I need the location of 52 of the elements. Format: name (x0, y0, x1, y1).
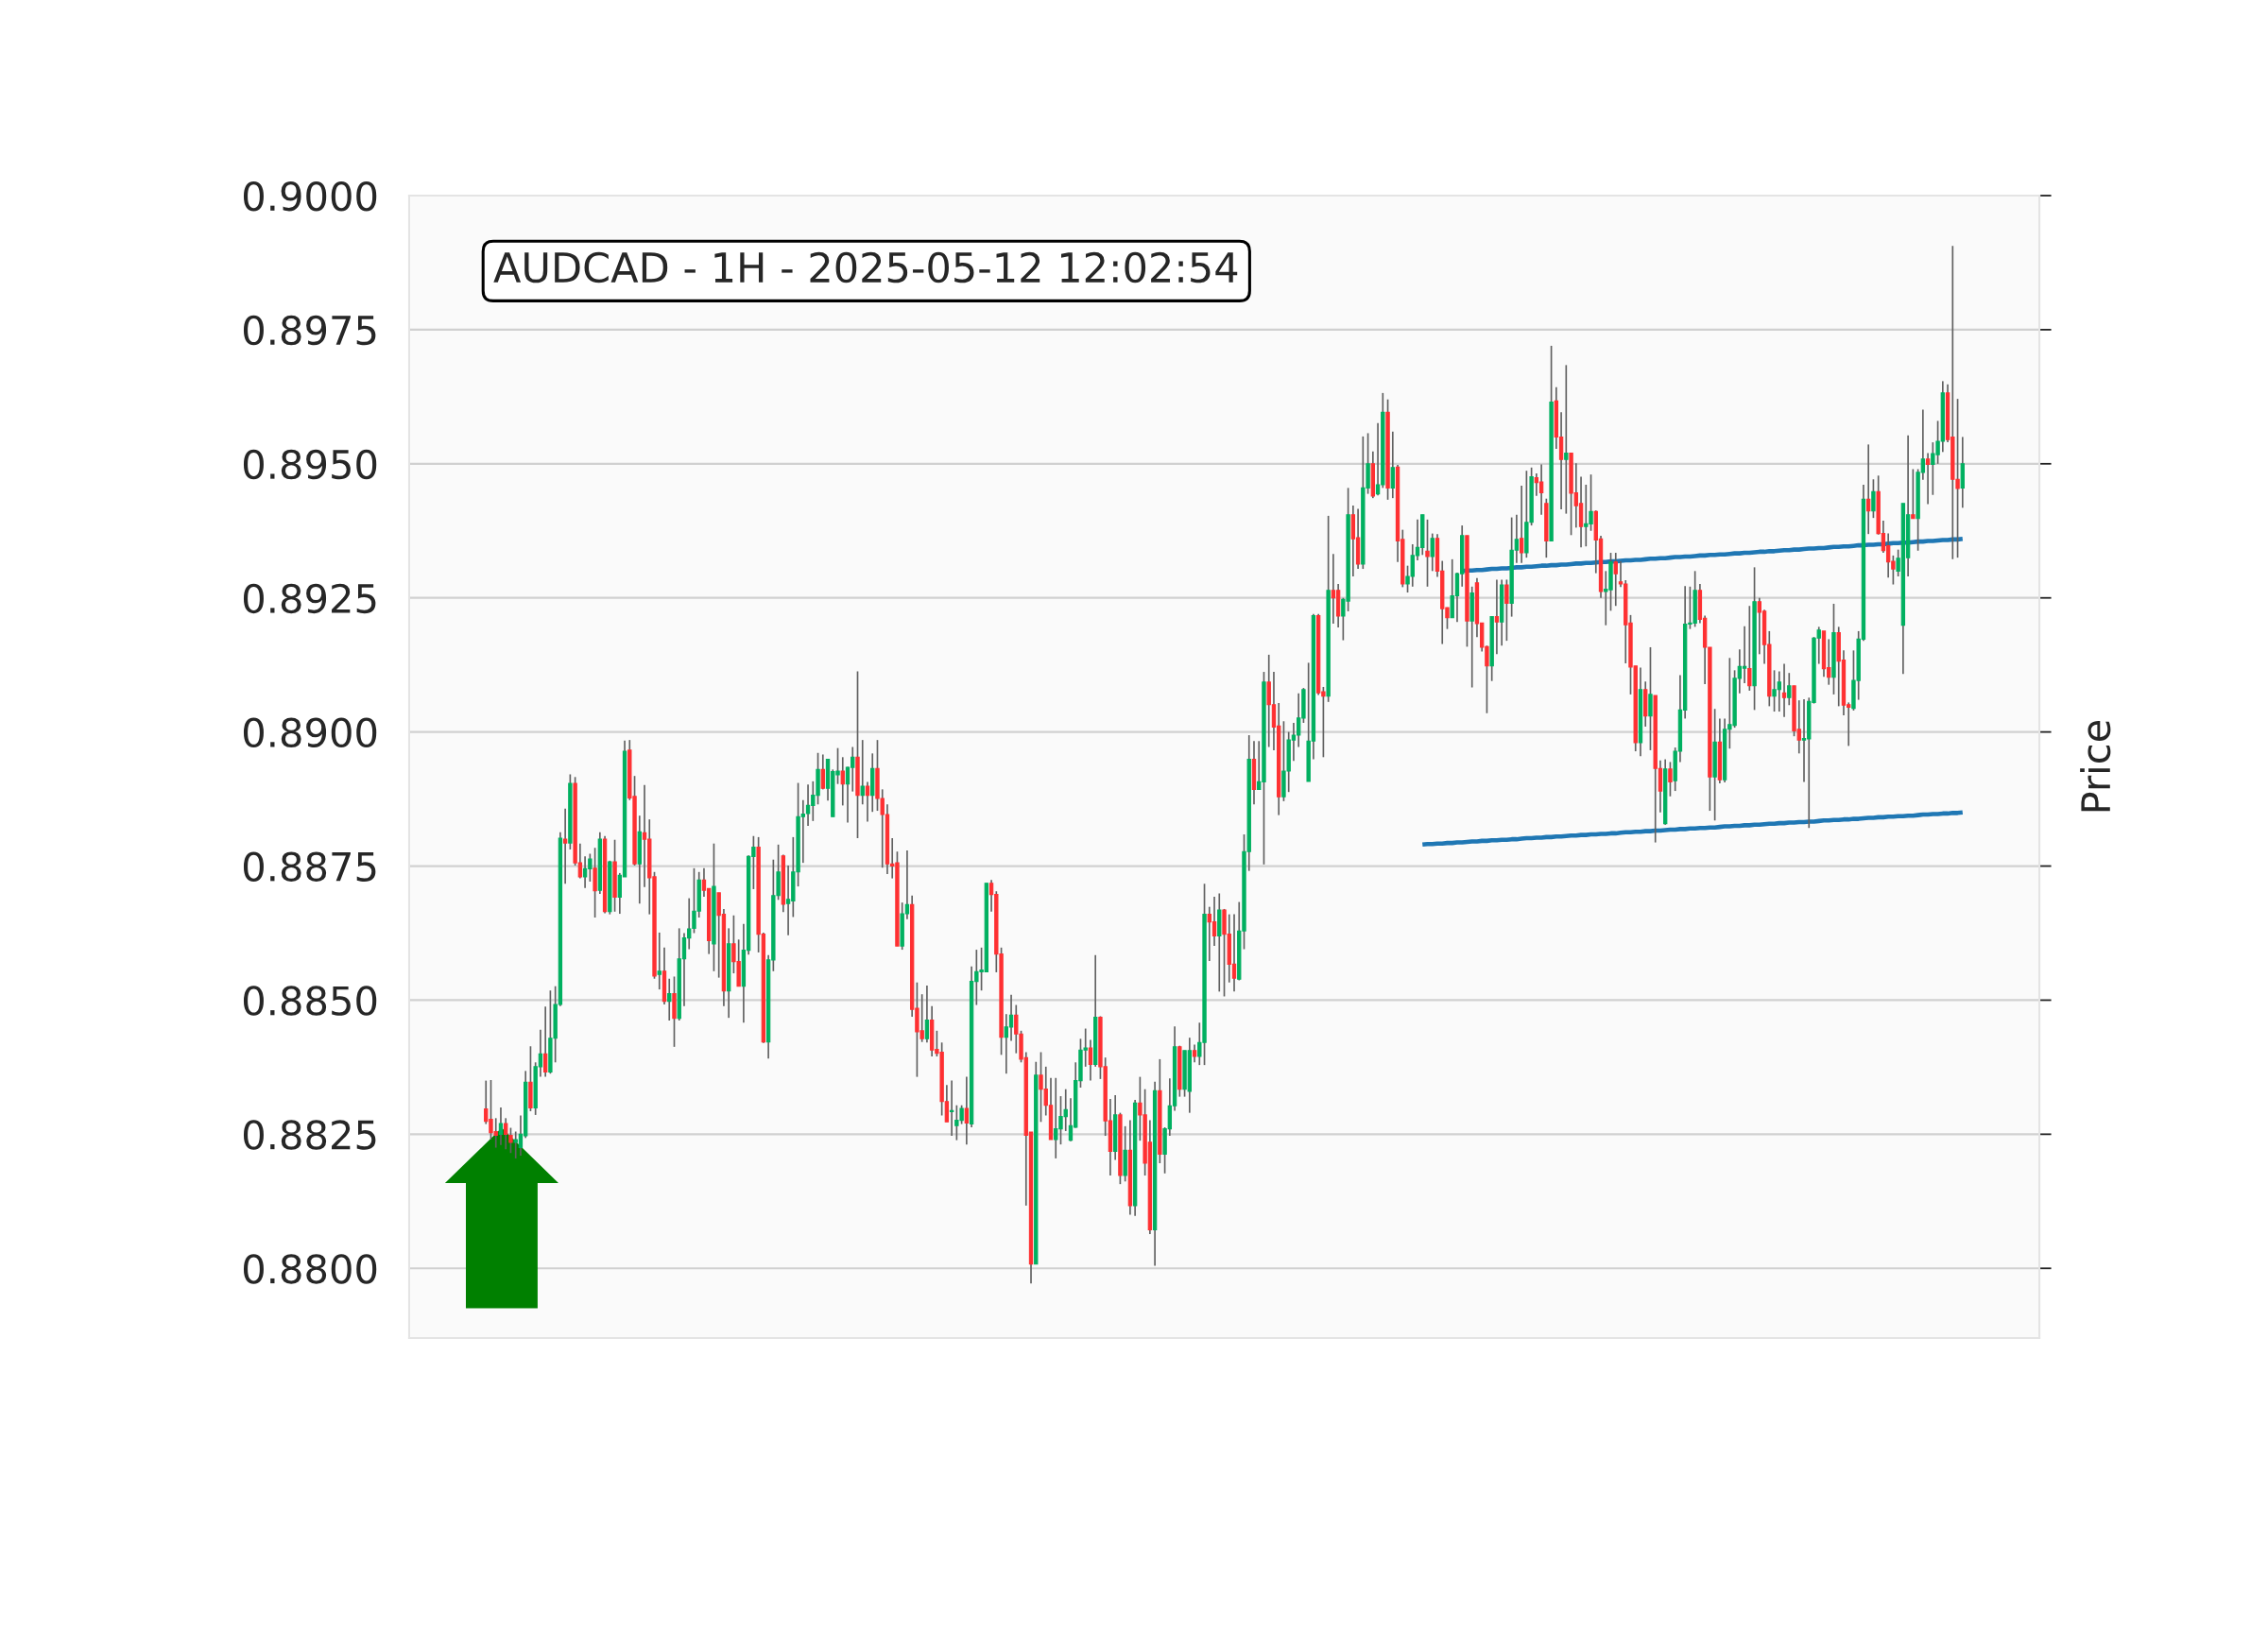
candlestick (542, 1005, 548, 1078)
candlestick (1925, 452, 1931, 506)
candlestick (562, 807, 568, 885)
candlestick (1430, 532, 1435, 573)
candlestick (1781, 662, 1787, 718)
candlestick (1564, 364, 1569, 515)
text: AUDCAD - 1H - 2025-05-12 12:02:54 (493, 251, 1238, 283)
candlestick (1494, 578, 1500, 656)
candlestick (1742, 625, 1747, 684)
candlestick (1747, 605, 1752, 692)
candlestick (1871, 478, 1876, 519)
candlestick (1008, 993, 1014, 1042)
line-series (1419, 810, 1966, 848)
candlestick (840, 756, 845, 807)
candlestick (593, 847, 597, 918)
candlestick (1538, 463, 1544, 516)
candlestick (508, 1126, 513, 1155)
candlestick (1331, 553, 1336, 625)
candlestick (865, 781, 870, 823)
candlestick (657, 932, 662, 990)
candlestick (1668, 761, 1673, 798)
y-tick-label: 0.8925 (243, 583, 376, 614)
candlestick (504, 1117, 508, 1151)
candlestick (1211, 896, 1217, 947)
candlestick (924, 985, 930, 1044)
y-tick-label: 0.8900 (243, 717, 377, 748)
candlestick (820, 753, 825, 791)
candlestick (964, 1075, 970, 1145)
y-axis-title: Price (2080, 720, 2111, 812)
candlestick (498, 1107, 504, 1146)
candlestick (1613, 552, 1618, 608)
candlestick (1088, 1038, 1093, 1082)
candlestick (1534, 472, 1539, 497)
candlestick (1865, 443, 1871, 536)
candlestick (1504, 578, 1509, 642)
candlestick (1519, 485, 1524, 564)
y-tick-label: 0.8825 (243, 1120, 376, 1150)
y-tick-label: 0.8950 (243, 449, 377, 480)
candlestick (1787, 672, 1792, 707)
candlestick (667, 977, 672, 1021)
candlestick (1425, 519, 1430, 588)
candlestick (1757, 596, 1762, 656)
y-tick-label: 0.9000 (243, 180, 377, 212)
y-tick-label: 0.8875 (243, 851, 376, 882)
candlestick (1911, 468, 1916, 520)
candlestick (1192, 1043, 1197, 1064)
y-tick-label: 0.8850 (243, 986, 377, 1016)
candlestick (1648, 646, 1653, 751)
candlestick (860, 739, 865, 806)
candlestick (1390, 430, 1395, 499)
y-tick-label: 0.8975 (243, 315, 376, 346)
y-tick-label: 0.8800 (243, 1254, 377, 1284)
